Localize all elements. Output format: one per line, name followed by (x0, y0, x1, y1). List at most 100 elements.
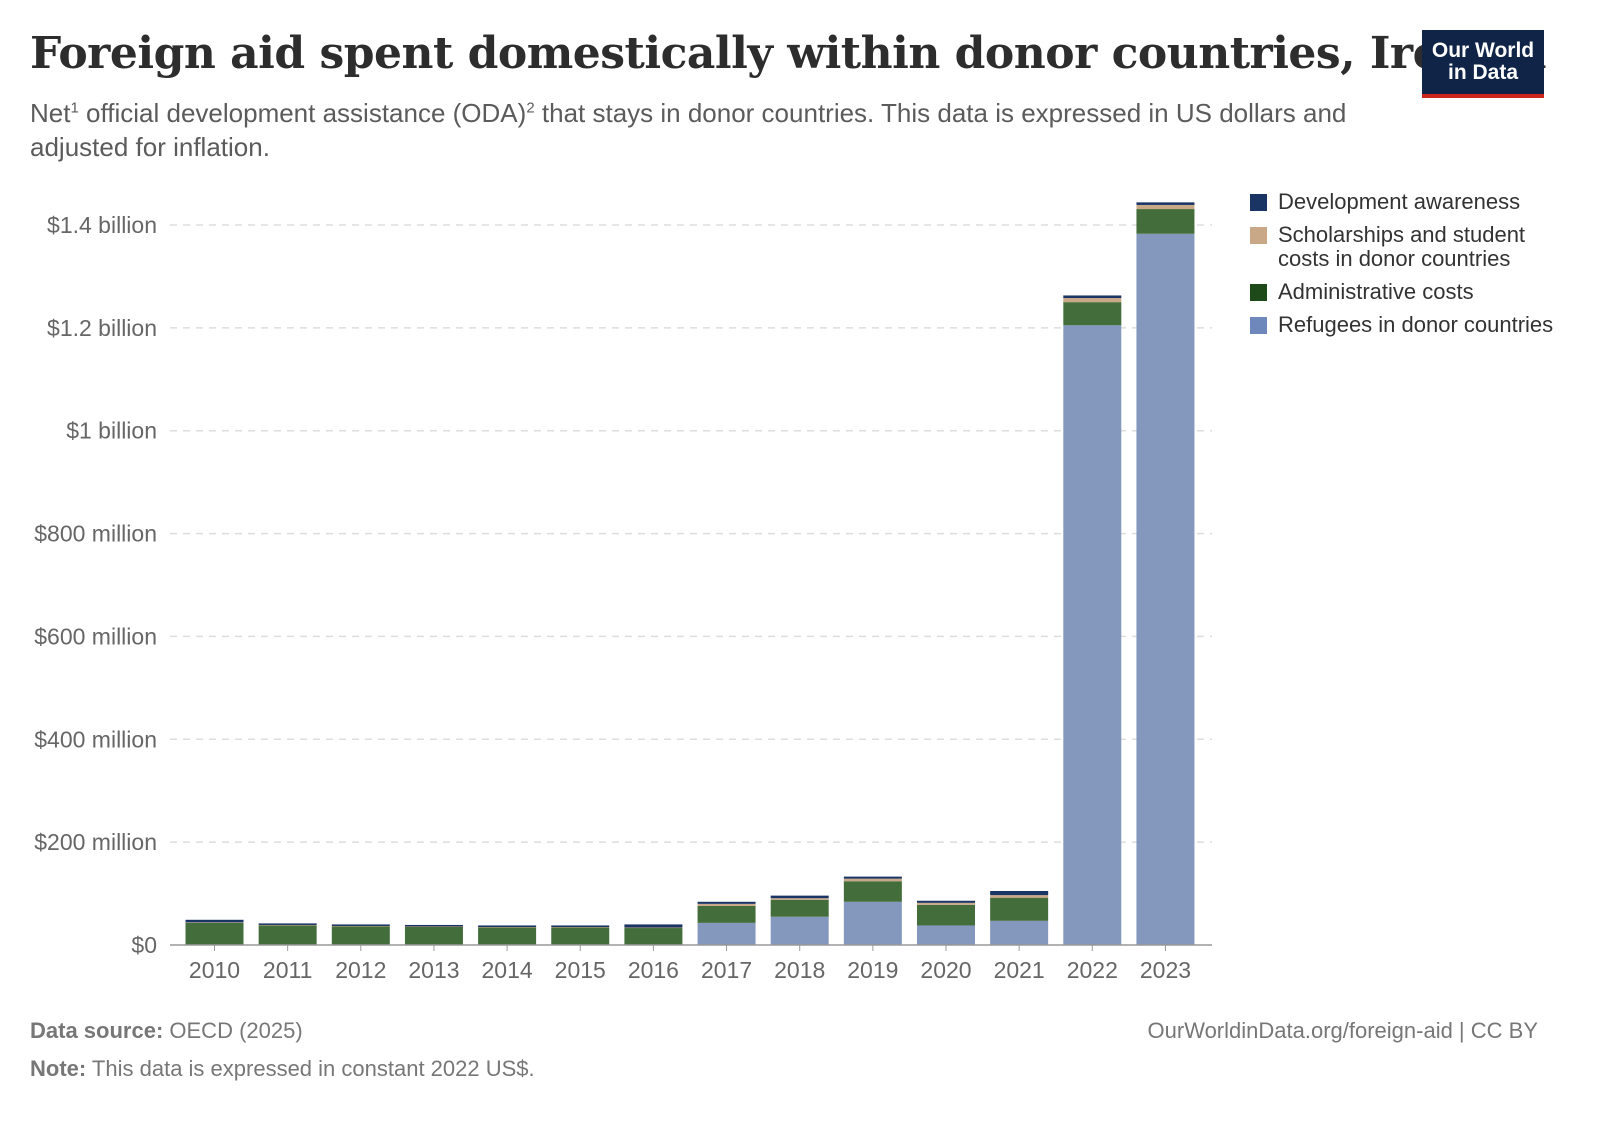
bar-segment-refugees-in-donor-countries-2023[interactable] (1136, 233, 1195, 945)
bar-segment-development-awareness-2020[interactable] (917, 900, 975, 903)
subtitle-mid: official development assistance (ODA) (78, 98, 527, 128)
legend-swatch (1250, 194, 1267, 211)
bar-stack-2017[interactable] (697, 901, 756, 945)
bar-stack-2016[interactable] (624, 924, 683, 945)
bar-segment-administrative-costs-2011[interactable] (258, 925, 317, 945)
bar-segment-administrative-costs-2017[interactable] (697, 905, 756, 923)
bar-segment-administrative-costs-2014[interactable] (478, 927, 537, 945)
x-tick-label: 2018 (774, 957, 825, 983)
x-tick-label: 2021 (994, 957, 1045, 983)
legend-swatch (1250, 284, 1267, 301)
bar-segment-refugees-in-donor-countries-2022[interactable] (1063, 325, 1122, 945)
bar-segment-administrative-costs-2016[interactable] (624, 928, 683, 945)
legend-item[interactable]: Development awareness (1250, 190, 1580, 214)
x-tick-label: 2013 (408, 957, 459, 983)
legend-swatch (1250, 317, 1267, 334)
bar-segment-scholarships-and-student-costs-in-donor-countries-2017[interactable] (697, 903, 756, 906)
bar-segment-scholarships-and-student-costs-in-donor-countries-2015[interactable] (551, 927, 610, 928)
bar-stack-2015[interactable] (551, 925, 610, 945)
source-label: Data source: (30, 1018, 164, 1043)
bar-segment-scholarships-and-student-costs-in-donor-countries-2013[interactable] (404, 926, 463, 927)
bar-segment-development-awareness-2016[interactable] (624, 924, 683, 928)
bar-segment-development-awareness-2019[interactable] (843, 876, 902, 879)
legend-item[interactable]: Administrative costs (1250, 280, 1580, 304)
bar-segment-scholarships-and-student-costs-in-donor-countries-2012[interactable] (331, 925, 390, 927)
bar-stack-2014[interactable] (478, 925, 537, 945)
bar-segment-development-awareness-2017[interactable] (697, 901, 756, 904)
bar-segment-refugees-in-donor-countries-2020[interactable] (917, 925, 975, 945)
bar-stack-2012[interactable] (331, 924, 390, 945)
bar-stack-2010[interactable] (185, 919, 244, 945)
bar-segment-administrative-costs-2019[interactable] (843, 881, 902, 902)
bar-segment-administrative-costs-2012[interactable] (331, 926, 390, 945)
bar-stack-2022[interactable] (1063, 295, 1122, 945)
footnote-ref-2[interactable]: 2 (526, 99, 535, 117)
bar-segment-administrative-costs-2013[interactable] (404, 927, 463, 945)
footnote-ref-1[interactable]: 1 (70, 99, 79, 117)
bar-stack-2020[interactable] (917, 900, 975, 945)
bar-segment-administrative-costs-2022[interactable] (1063, 302, 1122, 326)
bar-segment-refugees-in-donor-countries-2018[interactable] (770, 916, 829, 945)
bar-segment-development-awareness-2012[interactable] (331, 924, 390, 926)
bar-segment-development-awareness-2018[interactable] (770, 895, 829, 899)
bar-segment-refugees-in-donor-countries-2021[interactable] (990, 920, 1049, 945)
bar-segment-scholarships-and-student-costs-in-donor-countries-2021[interactable] (990, 895, 1049, 898)
bar-segment-scholarships-and-student-costs-in-donor-countries-2014[interactable] (478, 927, 537, 928)
legend-item[interactable]: Refugees in donor countries (1250, 313, 1580, 337)
y-tick-label: $600 million (34, 623, 157, 649)
bar-segment-development-awareness-2013[interactable] (404, 924, 463, 927)
bar-segment-development-awareness-2014[interactable] (478, 925, 537, 927)
bar-stack-2023[interactable] (1136, 202, 1195, 945)
y-tick-label: $200 million (34, 829, 157, 855)
bar-stack-2011[interactable] (258, 923, 317, 945)
bar-segment-development-awareness-2015[interactable] (551, 925, 610, 927)
bar-segment-refugees-in-donor-countries-2019[interactable] (843, 901, 902, 945)
bar-segment-administrative-costs-2023[interactable] (1136, 209, 1195, 234)
bar-segment-scholarships-and-student-costs-in-donor-countries-2018[interactable] (770, 898, 829, 900)
bar-segment-administrative-costs-2020[interactable] (917, 904, 975, 926)
bar-segment-development-awareness-2023[interactable] (1136, 202, 1195, 205)
bar-stack-2021[interactable] (990, 891, 1049, 945)
subtitle-net: Net (30, 98, 71, 128)
bar-segment-development-awareness-2021[interactable] (990, 891, 1049, 896)
data-note: Note: This data is expressed in constant… (30, 1050, 535, 1088)
chart-title: Foreign aid spent domestically within do… (30, 28, 1547, 79)
bar-segment-scholarships-and-student-costs-in-donor-countries-2010[interactable] (185, 922, 244, 923)
legend-label: Refugees in donor countries (1278, 312, 1554, 337)
subtitle-rest: that stays in donor countries. This data… (30, 98, 1347, 162)
bar-segment-refugees-in-donor-countries-2017[interactable] (697, 922, 756, 945)
bar-segment-administrative-costs-2021[interactable] (990, 897, 1049, 921)
footer-source: Data source: OECD (2025) Note: This data… (30, 1012, 535, 1088)
x-tick-label: 2022 (1067, 957, 1118, 983)
bar-segment-development-awareness-2022[interactable] (1063, 295, 1122, 299)
bar-stack-2018[interactable] (770, 895, 829, 945)
legend-item[interactable]: Scholarships and student costs in donor … (1250, 223, 1580, 271)
bar-segment-scholarships-and-student-costs-in-donor-countries-2020[interactable] (917, 902, 975, 905)
x-tick-label: 2017 (701, 957, 752, 983)
bar-stack-2013[interactable] (404, 924, 463, 945)
source-text[interactable]: OECD (2025) (163, 1018, 303, 1043)
bar-segment-scholarships-and-student-costs-in-donor-countries-2019[interactable] (843, 878, 902, 882)
legend-label: Scholarships and student costs in donor … (1278, 222, 1526, 271)
x-tick-label: 2023 (1140, 957, 1191, 983)
bar-segment-scholarships-and-student-costs-in-donor-countries-2023[interactable] (1136, 204, 1195, 210)
bar-segment-scholarships-and-student-costs-in-donor-countries-2011[interactable] (258, 924, 317, 926)
y-tick-label: $800 million (34, 521, 157, 547)
chart-subtitle: Net1 official development assistance (OD… (30, 96, 1390, 164)
bar-segment-administrative-costs-2018[interactable] (770, 899, 829, 917)
bar-segment-scholarships-and-student-costs-in-donor-countries-2016[interactable] (624, 927, 683, 929)
y-tick-label: $1.2 billion (47, 315, 157, 341)
owid-logo[interactable]: Our World in Data (1422, 30, 1544, 98)
bar-segment-development-awareness-2011[interactable] (258, 923, 317, 925)
bar-segment-administrative-costs-2010[interactable] (185, 922, 244, 945)
bar-segment-administrative-costs-2015[interactable] (551, 927, 610, 945)
logo-line-2: in Data (1447, 61, 1518, 84)
bar-segment-development-awareness-2010[interactable] (185, 919, 244, 923)
bar-stack-2019[interactable] (843, 876, 902, 945)
x-tick-label: 2011 (263, 957, 312, 983)
data-source: Data source: OECD (2025) (30, 1012, 535, 1050)
footer-credit[interactable]: OurWorldinData.org/foreign-aid | CC BY (1147, 1018, 1538, 1043)
bar-segment-scholarships-and-student-costs-in-donor-countries-2022[interactable] (1063, 298, 1122, 303)
y-tick-label: $1.4 billion (47, 212, 157, 238)
